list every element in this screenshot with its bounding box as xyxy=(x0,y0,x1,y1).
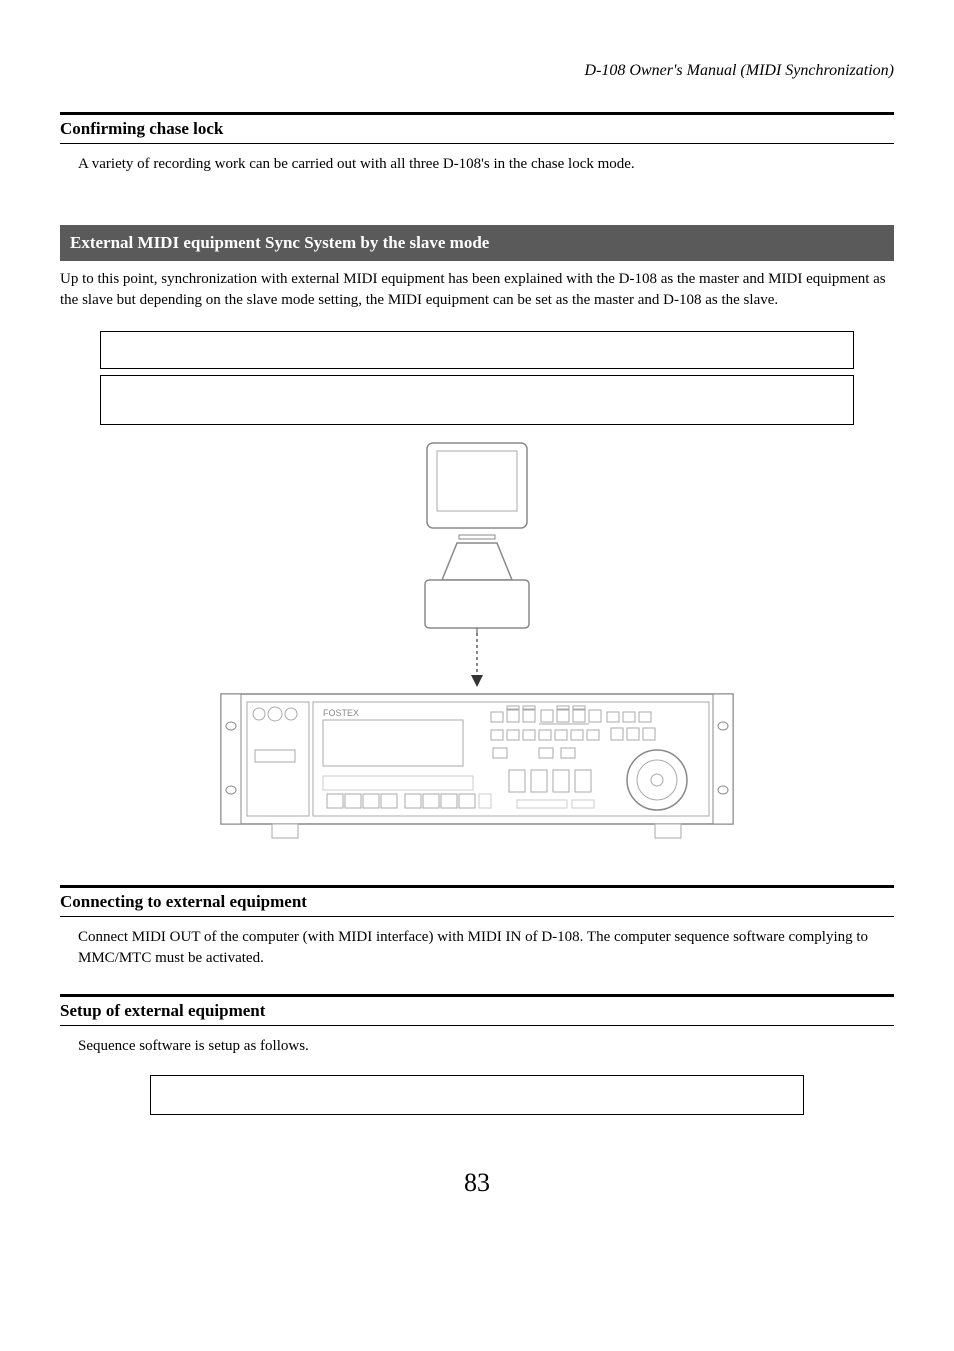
computer-icon xyxy=(397,435,557,635)
section1-heading: Confirming chase lock xyxy=(60,117,894,141)
device-brand-label: FOSTEX xyxy=(323,708,359,718)
rule-thick xyxy=(60,112,894,115)
section2-bar: External MIDI equipment Sync System by t… xyxy=(60,225,894,261)
section4-body: Sequence software is setup as follows. xyxy=(78,1036,894,1057)
section3-heading: Connecting to external equipment xyxy=(60,890,894,914)
rule-thick-2 xyxy=(60,885,894,888)
rule-thin-2 xyxy=(60,916,894,917)
setup-box-2 xyxy=(100,375,854,425)
connection-diagram: FOSTEX xyxy=(60,435,894,860)
d108-device-icon: FOSTEX xyxy=(217,690,737,860)
section4-notebox xyxy=(150,1075,804,1115)
rule-thin xyxy=(60,143,894,144)
page-header-title: D-108 Owner's Manual (MIDI Synchronizati… xyxy=(60,60,894,82)
setup-box-1 xyxy=(100,331,854,369)
arrow-down-icon xyxy=(467,633,487,688)
rule-thin-3 xyxy=(60,1025,894,1026)
section3-body: Connect MIDI OUT of the computer (with M… xyxy=(78,927,894,969)
section1-body: A variety of recording work can be carri… xyxy=(78,154,894,175)
section4-heading: Setup of external equipment xyxy=(60,999,894,1023)
section2-body: Up to this point, synchronization with e… xyxy=(60,269,894,311)
page-number: 83 xyxy=(60,1165,894,1201)
rule-thick-3 xyxy=(60,994,894,997)
